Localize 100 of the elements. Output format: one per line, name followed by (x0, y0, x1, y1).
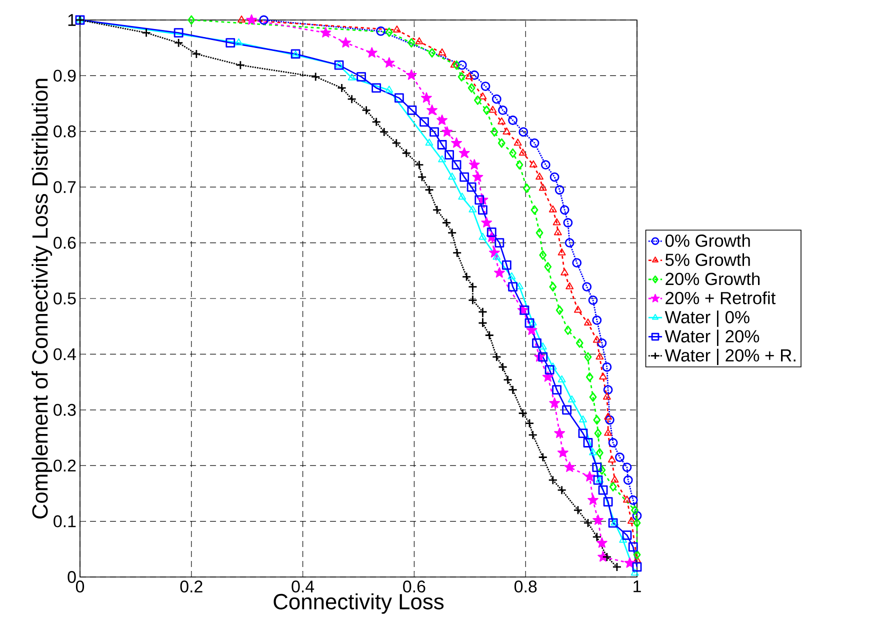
point (518, 127, 528, 137)
point (465, 72, 474, 80)
point (622, 462, 632, 472)
point (602, 362, 612, 372)
point (632, 511, 642, 520)
point (558, 248, 566, 256)
point (564, 238, 574, 248)
point (478, 92, 487, 100)
point (608, 438, 618, 448)
point (492, 252, 501, 260)
point (320, 27, 332, 38)
point (538, 352, 548, 362)
point (572, 258, 582, 268)
point (598, 465, 606, 475)
point (498, 106, 508, 115)
point (478, 318, 488, 328)
point (530, 205, 538, 215)
x-axis-title: Connectivity Loss (274, 593, 444, 614)
point (376, 26, 386, 36)
point (430, 127, 439, 137)
point (234, 38, 243, 46)
point (578, 428, 588, 438)
point (633, 556, 641, 563)
point (451, 137, 462, 148)
point (447, 228, 457, 238)
point (557, 447, 568, 458)
y-tick-label: 0.7 (54, 181, 76, 194)
x-tick-label: 0.8 (514, 580, 537, 593)
y-tick-label: 0.4 (54, 348, 76, 360)
point (444, 150, 454, 160)
point (460, 172, 470, 182)
point (392, 138, 402, 148)
point (622, 530, 632, 540)
point (366, 47, 378, 58)
point (599, 372, 607, 380)
x-tick-label: 0 (76, 580, 84, 593)
point (385, 28, 393, 37)
point (550, 172, 560, 182)
point (421, 92, 432, 103)
point (568, 395, 576, 402)
point (438, 48, 446, 56)
point (452, 160, 462, 170)
point (484, 330, 494, 340)
point (425, 138, 434, 146)
point (560, 205, 570, 215)
point (592, 532, 602, 542)
point (424, 185, 434, 195)
point (604, 428, 612, 436)
point (392, 26, 401, 33)
point (442, 126, 453, 137)
point (502, 260, 512, 270)
point (536, 228, 544, 238)
point (603, 385, 613, 395)
point (174, 28, 184, 38)
point (604, 412, 612, 420)
y-axis-title: Complement of Connectivity Loss Distribution (32, 78, 52, 518)
point (592, 514, 604, 525)
point (586, 372, 594, 382)
point (560, 268, 569, 276)
point (452, 60, 460, 70)
point (628, 542, 638, 552)
point (536, 172, 544, 180)
point (583, 518, 593, 528)
point (576, 338, 584, 348)
point (468, 159, 480, 170)
point (481, 217, 492, 228)
point (564, 326, 572, 335)
point (337, 83, 346, 93)
point (192, 49, 202, 59)
point (542, 371, 554, 382)
point (488, 247, 500, 258)
point (372, 117, 382, 127)
legend-label: Water | 20% (664, 330, 760, 346)
point (188, 15, 196, 25)
point (428, 48, 436, 58)
point (597, 338, 607, 348)
point (468, 282, 478, 292)
point (596, 448, 604, 458)
point (589, 448, 597, 456)
point (174, 38, 184, 48)
point (414, 160, 424, 170)
point (259, 15, 269, 25)
point (420, 117, 429, 127)
point (552, 385, 562, 395)
legend-label: Water | 0% (664, 310, 750, 327)
point (608, 456, 616, 463)
point (486, 228, 496, 237)
y-tick-label: 0.3 (54, 404, 76, 416)
point (633, 550, 641, 560)
point (508, 272, 516, 280)
point (516, 282, 524, 290)
y-tick-label: 0 (68, 571, 76, 583)
point (548, 205, 557, 212)
point (632, 562, 642, 572)
point (548, 362, 557, 370)
point (466, 182, 476, 192)
point (562, 405, 572, 415)
point (385, 86, 394, 93)
point (468, 83, 476, 93)
x-tick-label: 1 (634, 580, 641, 592)
